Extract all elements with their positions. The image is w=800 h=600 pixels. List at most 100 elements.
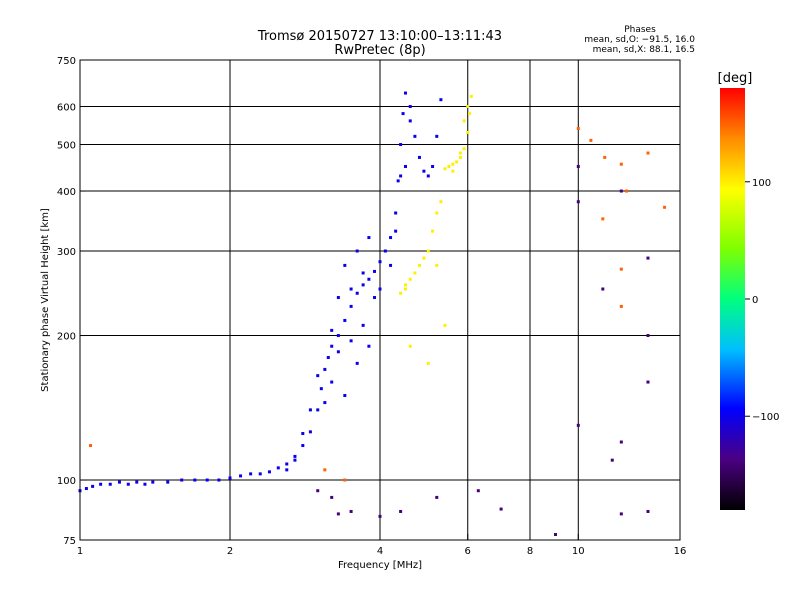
data-point-o — [394, 229, 398, 233]
data-point-o — [373, 269, 377, 273]
data-point-o — [431, 164, 435, 168]
data-point-o — [336, 296, 340, 300]
data-point-x — [468, 112, 472, 116]
data-point-o — [84, 487, 88, 491]
data-point-o — [316, 374, 320, 378]
data-point-o — [403, 164, 407, 168]
x-tick-label: 4 — [377, 546, 383, 557]
data-point-o — [349, 304, 353, 308]
data-point-scattered — [646, 256, 650, 260]
data-point-o — [308, 408, 312, 412]
y-axis-ticks: 75 100 200 300 400 500 600 750 — [57, 56, 86, 547]
data-point-scattered — [576, 164, 580, 168]
data-point-x — [462, 147, 466, 151]
data-point-x — [443, 167, 447, 171]
data-point-scattered — [663, 205, 667, 209]
data-point-o — [99, 482, 103, 486]
data-point-scattered — [576, 126, 580, 130]
data-point-o — [330, 328, 334, 332]
data-point-x — [455, 160, 459, 164]
x-tick-label: 16 — [674, 546, 687, 557]
x-tick-label: 6 — [465, 546, 471, 557]
data-point-o — [367, 277, 371, 281]
chart-subtitle: RwPretec (8p) — [334, 43, 425, 58]
data-point-x — [435, 211, 439, 215]
data-point-o — [439, 98, 443, 102]
data-point-x — [408, 344, 412, 348]
data-point-scattered — [399, 509, 403, 513]
data-point-o — [403, 91, 407, 95]
data-point-o — [355, 361, 359, 365]
x-tick-label: 2 — [227, 546, 233, 557]
data-point-scattered — [323, 468, 327, 472]
x-axis-label: Frequency [MHz] — [338, 560, 422, 571]
y-tick-label: 200 — [57, 332, 76, 343]
data-point-o — [108, 482, 112, 486]
data-point-x — [458, 155, 462, 159]
y-tick-label: 400 — [57, 187, 76, 198]
data-point-o — [349, 339, 353, 343]
data-point-o — [355, 249, 359, 253]
x-tick-label: 1 — [77, 546, 83, 557]
data-point-x — [422, 256, 426, 260]
data-point-o — [91, 484, 95, 488]
data-point-scattered — [601, 217, 605, 221]
data-point-o — [349, 287, 353, 291]
data-point-o — [205, 478, 209, 482]
data-point-scattered — [619, 189, 623, 193]
y-tick-label: 300 — [57, 247, 76, 258]
data-point-x — [403, 287, 407, 291]
data-point-o — [228, 476, 232, 480]
data-point-scattered — [343, 478, 347, 482]
data-point-o — [151, 480, 155, 484]
data-point-x — [435, 263, 439, 267]
data-point-o — [378, 287, 382, 291]
data-point-o — [408, 105, 412, 109]
data-point-o — [276, 466, 280, 470]
x-axis-ticks: 1 2 4 6 8 10 16 — [77, 534, 687, 557]
data-point-scattered — [646, 334, 650, 338]
x-tick-label: 8 — [527, 546, 533, 557]
data-point-scattered — [378, 514, 382, 518]
data-point-o — [293, 454, 297, 458]
data-point-o — [319, 387, 323, 391]
data-point-x — [439, 200, 443, 204]
data-point-o — [301, 432, 305, 436]
data-point-scattered — [576, 423, 580, 427]
data-point-scattered — [589, 138, 593, 142]
data-point-o — [413, 134, 417, 138]
y-tick-label: 600 — [57, 103, 76, 114]
data-point-scattered — [619, 512, 623, 516]
data-point-x — [403, 283, 407, 287]
data-point-o — [378, 260, 382, 264]
data-point-o — [373, 296, 377, 300]
data-point-o — [389, 236, 393, 240]
data-point-o — [239, 474, 243, 478]
data-point-o — [301, 444, 305, 448]
data-point-o — [343, 394, 347, 398]
chart-title: Tromsø 20150727 13:10:00–13:11:43 — [257, 29, 502, 44]
data-point-x — [413, 271, 417, 275]
data-point-o — [401, 112, 405, 116]
data-point-o — [217, 478, 221, 482]
data-point-x — [466, 130, 470, 134]
data-point-o — [343, 263, 347, 267]
data-point-o — [180, 478, 184, 482]
y-tick-label: 100 — [57, 476, 76, 487]
data-point-o — [135, 480, 139, 484]
data-point-o — [143, 482, 147, 486]
data-point-o — [166, 480, 170, 484]
data-point-o — [126, 482, 130, 486]
data-point-scattered — [619, 440, 623, 444]
data-point-scattered — [576, 200, 580, 204]
data-point-o — [326, 355, 330, 359]
data-point-o — [117, 480, 121, 484]
data-point-o — [394, 211, 398, 215]
data-point-o — [308, 430, 312, 434]
data-point-o — [367, 344, 371, 348]
data-point-o — [355, 291, 359, 295]
data-point-scattered — [89, 444, 93, 448]
y-axis-label: Stationary phase Virtual Height [km] — [40, 208, 51, 392]
